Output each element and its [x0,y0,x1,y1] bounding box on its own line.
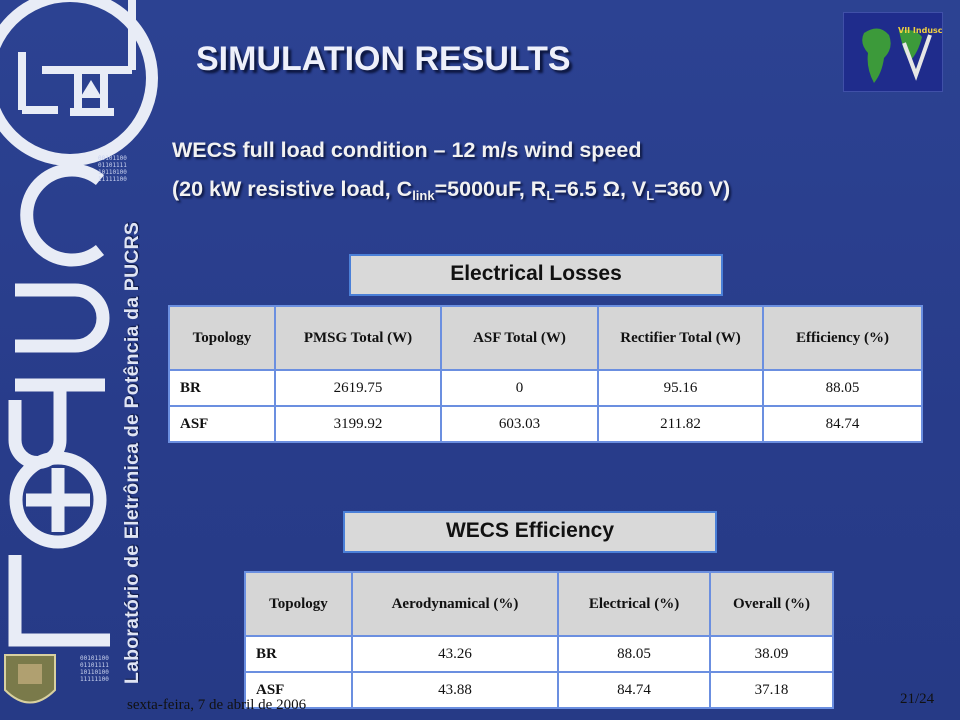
table-header-row: Topology Aerodynamical (%) Electrical (%… [244,571,834,637]
table-cell: ASF [168,405,276,443]
table-header: Efficiency (%) [762,305,923,371]
table-cell: 84.74 [557,671,711,709]
subscript-link: link [412,188,435,203]
lepuc-logo-icon: 00101100 01101111 10110100 11111100 0010… [0,0,158,704]
table-cell: 88.05 [557,635,711,673]
svg-text:01101111: 01101111 [98,162,127,169]
electrical-losses-label: Electrical Losses [349,254,723,296]
svg-text:00101100: 00101100 [98,155,127,162]
table-cell: 95.16 [597,369,764,407]
crest-icon [4,654,56,704]
subtitle-text: =5000uF, R [434,177,547,201]
table-header: Aerodynamical (%) [351,571,559,637]
svg-text:10110100: 10110100 [98,169,127,176]
table-row: BR 2619.75 0 95.16 88.05 [168,369,923,407]
table-cell: 84.74 [762,405,923,443]
table-cell: 211.82 [597,405,764,443]
footer-date: sexta-feira, 7 de abril de 2006 [127,697,307,713]
subtitle-text: =360 V) [654,177,731,201]
table-cell: 0 [440,369,599,407]
table-cell: 43.26 [351,635,559,673]
table-row: ASF 3199.92 603.03 211.82 84.74 [168,405,923,443]
table-header: Electrical (%) [557,571,711,637]
svg-text:11111100: 11111100 [80,676,109,683]
svg-text:01101111: 01101111 [80,662,109,669]
subscript-l: L [546,188,555,203]
table-header: PMSG Total (W) [274,305,442,371]
table-cell: 88.05 [762,369,923,407]
table-header: Overall (%) [709,571,834,637]
lepuc-logo-column: 00101100 01101111 10110100 11111100 0010… [0,0,165,720]
event-logo-text: VII Induscon [898,26,942,35]
sidebar-lab-name: Laboratório de Eletrônica de Potência da… [121,221,143,684]
table-row: ASF 43.88 84.74 37.18 [244,671,834,709]
induscon-logo-icon: VII Induscon [844,13,942,91]
table-header: ASF Total (W) [440,305,599,371]
svg-text:10110100: 10110100 [80,669,109,676]
table-cell: 603.03 [440,405,599,443]
svg-text:00101100: 00101100 [80,655,109,662]
table-header: Topology [168,305,276,371]
electrical-losses-table: Topology PMSG Total (W) ASF Total (W) Re… [168,305,923,443]
svg-text:11111100: 11111100 [98,176,127,183]
table-header: Topology [244,571,353,637]
subtitle-line1: WECS full load condition – 12 m/s wind s… [172,138,642,162]
table-header-row: Topology PMSG Total (W) ASF Total (W) Re… [168,305,923,371]
slide-title: SIMULATION RESULTS [196,40,571,78]
table-cell: 43.88 [351,671,559,709]
table-header: Rectifier Total (W) [597,305,764,371]
table-cell: 2619.75 [274,369,442,407]
wecs-efficiency-label: WECS Efficiency [343,511,717,553]
table-cell: 37.18 [709,671,834,709]
page-number: 21/24 [900,691,935,707]
subtitle-text: (20 kW resistive load, C [172,177,413,201]
subtitle-text: =6.5 Ω, V [554,177,647,201]
wecs-efficiency-table: Topology Aerodynamical (%) Electrical (%… [244,571,834,709]
subtitle-line2: (20 kW resistive load, Clink=5000uF, RL=… [172,177,730,203]
event-logo: VII Induscon [843,12,943,92]
subscript-l: L [646,188,655,203]
table-cell: ASF [244,671,353,709]
table-cell: 38.09 [709,635,834,673]
table-cell: BR [244,635,353,673]
table-cell: BR [168,369,276,407]
table-row: BR 43.26 88.05 38.09 [244,635,834,673]
table-cell: 3199.92 [274,405,442,443]
